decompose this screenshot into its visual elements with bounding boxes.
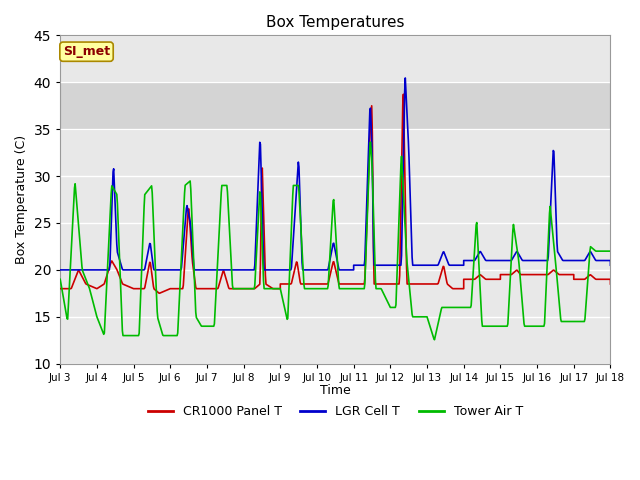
Tower Air T bbox=[607, 248, 614, 254]
CR1000 Panel T bbox=[56, 286, 64, 291]
Tower Air T bbox=[56, 276, 64, 282]
Tower Air T bbox=[423, 314, 431, 320]
Tower Air T bbox=[129, 333, 137, 338]
Y-axis label: Box Temperature (C): Box Temperature (C) bbox=[15, 135, 28, 264]
CR1000 Panel T bbox=[155, 290, 163, 296]
Tower Air T bbox=[431, 337, 438, 343]
LGR Cell T bbox=[56, 267, 64, 273]
LGR Cell T bbox=[401, 75, 409, 81]
CR1000 Panel T bbox=[423, 281, 431, 287]
CR1000 Panel T bbox=[328, 267, 335, 273]
Line: Tower Air T: Tower Air T bbox=[60, 142, 611, 340]
Tower Air T bbox=[155, 317, 163, 323]
Title: Box Temperatures: Box Temperatures bbox=[266, 15, 404, 30]
Line: CR1000 Panel T: CR1000 Panel T bbox=[60, 94, 611, 293]
LGR Cell T bbox=[155, 267, 163, 273]
Bar bbox=[60, 82, 611, 129]
Legend: CR1000 Panel T, LGR Cell T, Tower Air T: CR1000 Panel T, LGR Cell T, Tower Air T bbox=[143, 400, 528, 423]
LGR Cell T bbox=[241, 267, 249, 273]
CR1000 Panel T bbox=[471, 276, 479, 282]
LGR Cell T bbox=[327, 253, 335, 259]
LGR Cell T bbox=[423, 263, 431, 268]
Tower Air T bbox=[241, 286, 249, 291]
LGR Cell T bbox=[470, 258, 478, 264]
Tower Air T bbox=[367, 139, 374, 145]
X-axis label: Time: Time bbox=[320, 384, 351, 397]
CR1000 Panel T bbox=[156, 290, 163, 296]
LGR Cell T bbox=[607, 263, 614, 268]
Line: LGR Cell T: LGR Cell T bbox=[60, 78, 611, 270]
CR1000 Panel T bbox=[399, 91, 407, 97]
Tower Air T bbox=[327, 240, 335, 246]
CR1000 Panel T bbox=[242, 286, 250, 291]
Text: SI_met: SI_met bbox=[63, 45, 110, 58]
Tower Air T bbox=[471, 242, 479, 248]
LGR Cell T bbox=[129, 267, 137, 273]
CR1000 Panel T bbox=[129, 286, 137, 291]
CR1000 Panel T bbox=[607, 281, 614, 287]
